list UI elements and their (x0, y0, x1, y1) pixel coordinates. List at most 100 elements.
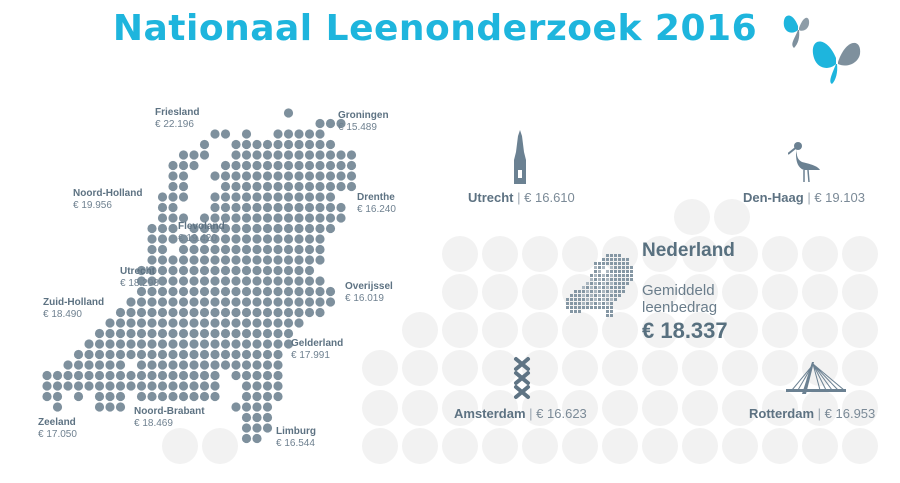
map-dot (283, 223, 294, 234)
background-dot (682, 428, 718, 464)
map-dot (157, 213, 168, 223)
background-dot (802, 236, 838, 272)
map-dot (252, 412, 262, 423)
city-value: € 16.623 (536, 406, 587, 421)
map-dot (157, 255, 168, 265)
map-dot (283, 244, 294, 255)
province-zeeland: Zeeland € 17.050 (38, 417, 77, 441)
mini-map-pixel (610, 254, 613, 257)
province-value: € 17.991 (291, 350, 330, 361)
mini-map-pixel (574, 306, 577, 309)
mini-map-pixel (622, 266, 625, 269)
background-dot (482, 428, 518, 464)
map-dot (294, 234, 304, 244)
map-dot (210, 223, 220, 234)
map-dot (84, 360, 94, 370)
map-dot (294, 286, 304, 297)
map-dot (273, 223, 283, 234)
map-dot (231, 339, 241, 349)
map-dot (283, 171, 294, 181)
mini-map-pixel (574, 302, 577, 305)
mini-map-pixel (606, 302, 609, 305)
map-dot (189, 318, 199, 328)
province-noord-brabant: Noord-Brabant € 18.469 (134, 406, 205, 430)
city-utrecht: Utrecht | € 16.610 (468, 190, 575, 205)
map-dot (273, 160, 283, 171)
map-dot (304, 160, 315, 171)
mini-map-pixel (610, 278, 613, 281)
mini-map-pixel (610, 310, 613, 313)
map-dot (210, 171, 220, 181)
map-dot (178, 370, 189, 381)
map-dot (178, 328, 189, 339)
map-dot (283, 276, 294, 286)
map-dot (241, 160, 252, 171)
map-dot (231, 202, 241, 213)
province-value: € 18.490 (43, 309, 82, 320)
map-dot (231, 160, 241, 171)
background-dot (722, 312, 758, 348)
mini-map-pixel (622, 282, 625, 285)
map-dot (52, 370, 63, 381)
map-dot (220, 276, 231, 286)
map-dot (241, 339, 252, 349)
map-dot (147, 244, 157, 255)
mini-map-pixel (590, 274, 593, 277)
map-dot (273, 328, 283, 339)
map-dot (157, 328, 168, 339)
background-dot (722, 236, 758, 272)
province-value: € 19.420 (178, 233, 217, 244)
city-name: Den-Haag (743, 190, 804, 205)
map-dot (241, 213, 252, 223)
map-dot (178, 265, 189, 276)
mini-map-pixel (606, 278, 609, 281)
map-dot (252, 276, 262, 286)
map-dot (147, 381, 157, 391)
background-dot (442, 274, 478, 310)
map-dot (105, 391, 115, 402)
map-dot (262, 339, 273, 349)
map-dot (346, 160, 357, 171)
background-dot (714, 199, 750, 235)
map-dot (210, 213, 220, 223)
background-dot (762, 350, 798, 386)
map-dot (273, 265, 283, 276)
map-dot (52, 402, 63, 412)
map-dot (252, 223, 262, 234)
map-dot (283, 139, 294, 150)
map-dot (273, 297, 283, 307)
map-dot (273, 318, 283, 328)
map-dot (336, 213, 346, 223)
map-dot (168, 370, 178, 381)
map-dot (220, 360, 231, 370)
national-title: Nederland (642, 240, 735, 261)
map-dot (252, 255, 262, 265)
mini-map-pixel (610, 306, 613, 309)
map-dot (252, 433, 262, 444)
map-dot (168, 391, 178, 402)
mini-map-pixel (610, 258, 613, 261)
map-dot (126, 328, 136, 339)
map-dot (252, 402, 262, 412)
map-dot (325, 223, 336, 234)
background-dot (362, 428, 398, 464)
map-dot (220, 129, 231, 139)
mini-map-pixel (606, 258, 609, 261)
map-dot (315, 255, 325, 265)
map-dot (42, 370, 52, 381)
map-dot (252, 150, 262, 160)
mini-map-pixel (598, 270, 601, 273)
city-value: € 16.953 (824, 406, 876, 421)
map-dot (52, 381, 63, 391)
mini-map-pixel (618, 290, 621, 293)
map-dot (94, 328, 105, 339)
mini-map-pixel (614, 270, 617, 273)
map-dot (220, 286, 231, 297)
map-dot (262, 244, 273, 255)
map-dot (315, 181, 325, 192)
map-dot (189, 255, 199, 265)
background-dot (642, 274, 678, 310)
map-dot (157, 391, 168, 402)
mini-map-pixel (582, 290, 585, 293)
